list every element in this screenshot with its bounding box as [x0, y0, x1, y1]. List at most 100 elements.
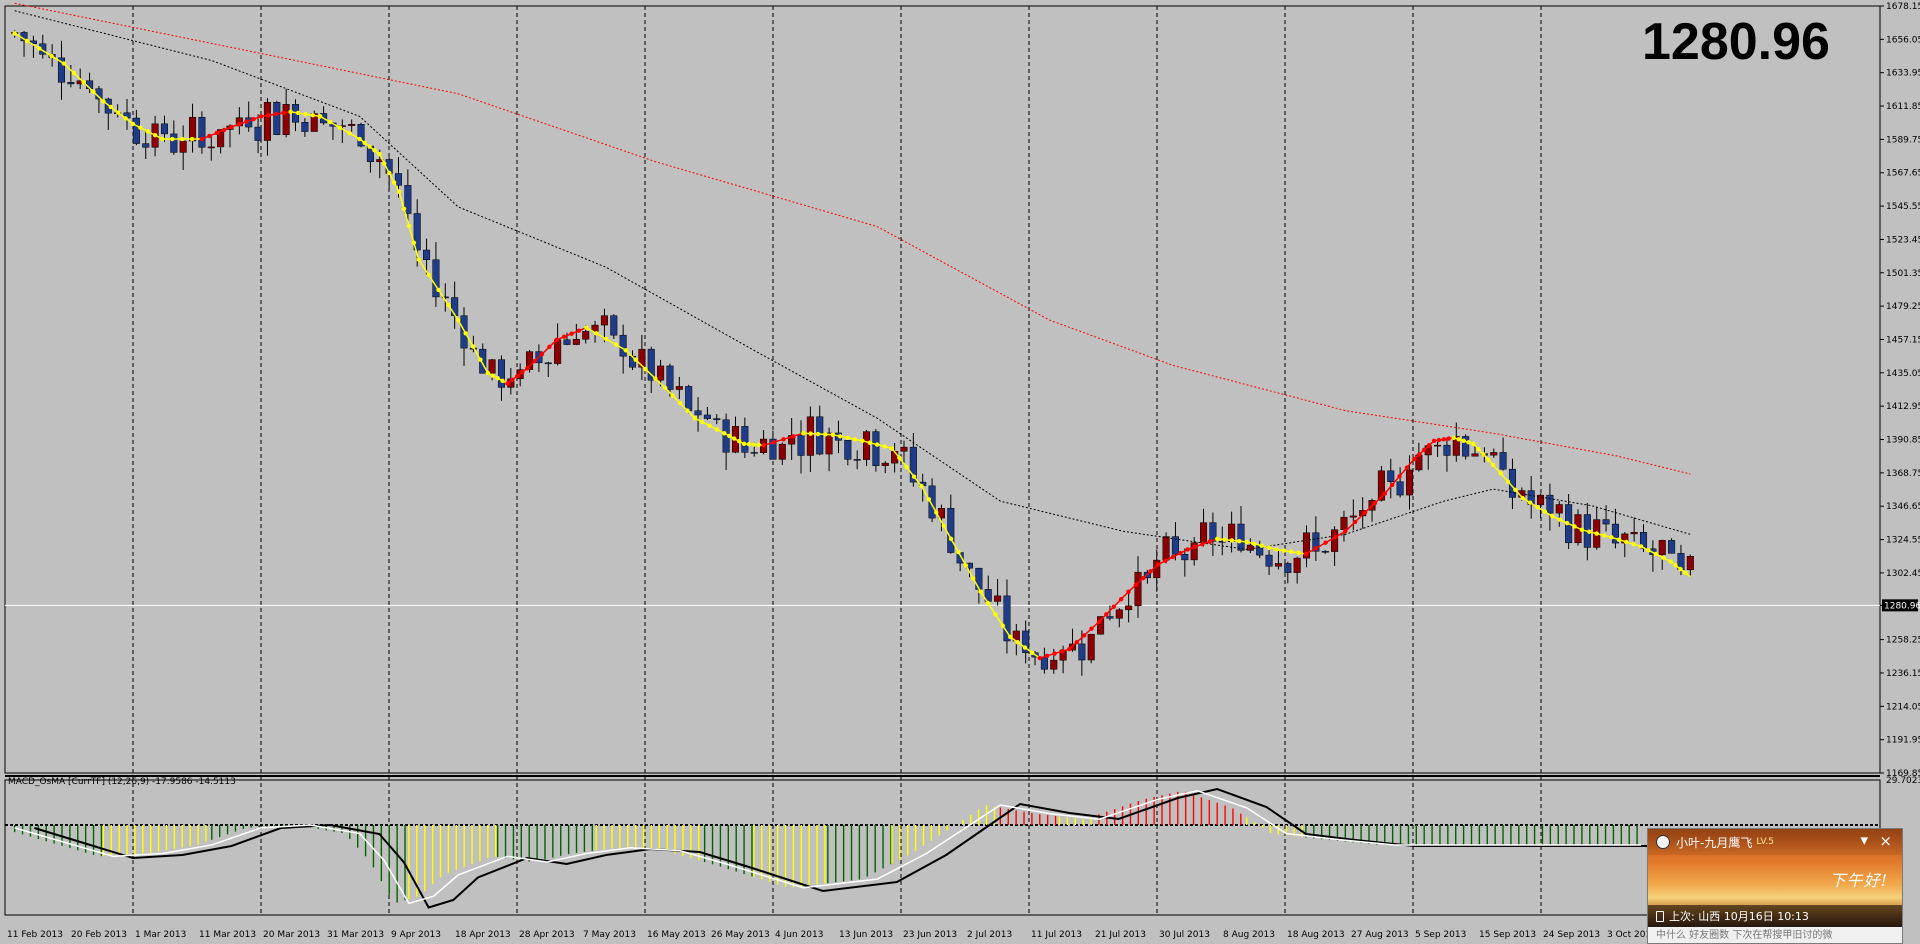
- candle-body: [1546, 494, 1554, 514]
- trend-dot: [71, 70, 77, 76]
- x-tick-label: 7 May 2013: [583, 930, 636, 940]
- candle-body: [563, 339, 571, 345]
- trend-dot: [138, 125, 143, 130]
- candle-body: [610, 315, 618, 336]
- candle-body: [179, 140, 187, 153]
- candle-body: [1237, 523, 1245, 551]
- candle-body: [891, 451, 899, 464]
- y-tick-label: 1589.75: [1886, 135, 1920, 145]
- trend-dot: [1222, 537, 1227, 542]
- x-tick-label: 9 Apr 2013: [391, 930, 441, 940]
- candle-body: [1050, 659, 1058, 670]
- candle-body: [825, 432, 833, 455]
- trend-dot: [1192, 544, 1198, 550]
- trend-dot: [722, 431, 727, 436]
- trend-dot: [123, 116, 128, 121]
- trend-dot: [1343, 529, 1348, 534]
- trend-dot: [1170, 554, 1176, 560]
- candle-body: [1181, 553, 1189, 561]
- candle-body: [666, 365, 674, 390]
- trend-dot: [478, 357, 483, 362]
- trend-dot: [1352, 519, 1358, 525]
- candle-body: [273, 102, 281, 135]
- trend-dot: [781, 437, 786, 442]
- close-icon[interactable]: ×: [1879, 832, 1892, 850]
- candle-body: [1022, 630, 1030, 653]
- trend-dot: [1333, 534, 1338, 540]
- trend-dot: [594, 331, 599, 336]
- trend-dot: [1471, 441, 1476, 447]
- candle-body: [619, 334, 627, 357]
- candle-body: [853, 459, 861, 461]
- trend-dot: [1281, 548, 1286, 553]
- trend-dot: [1008, 634, 1013, 640]
- trend-dot: [926, 497, 932, 502]
- candle-body: [1312, 532, 1320, 552]
- trend-dot: [1638, 544, 1644, 549]
- y-tick-label: 1236.15: [1886, 669, 1920, 679]
- trend-dot: [1362, 510, 1368, 515]
- trend-dot: [1404, 465, 1410, 470]
- candle-body: [544, 362, 552, 365]
- trend-dot: [490, 373, 495, 378]
- candle-body: [554, 339, 562, 364]
- trend-dot: [1251, 541, 1257, 546]
- macd-signal-line: [34, 787, 1661, 909]
- trend-dot: [1668, 559, 1673, 564]
- candle-body: [1396, 481, 1404, 496]
- candle-body: [1630, 532, 1638, 535]
- trend-dot: [180, 136, 185, 142]
- y-tick-label: 1302.45: [1886, 569, 1920, 579]
- candle-body: [713, 418, 721, 421]
- trend-dot: [1461, 438, 1466, 444]
- trend-dot: [1266, 545, 1272, 550]
- trend-dot: [1237, 538, 1242, 544]
- candle-body: [694, 410, 702, 416]
- minimize-icon[interactable]: ▾: [1860, 831, 1868, 849]
- current-price-tag: 1280.96: [1884, 601, 1920, 611]
- candle-body: [1434, 444, 1442, 447]
- candle-body: [170, 133, 178, 153]
- trend-dot: [633, 357, 638, 362]
- trend-dot: [741, 441, 747, 447]
- trend-dot: [663, 385, 668, 391]
- candle-body: [769, 438, 777, 460]
- popup-titlebar[interactable]: 小叶-九月鹰飞 LV.5 ▾ ×: [1648, 829, 1902, 855]
- y-tick-label: 1611.85: [1886, 102, 1920, 112]
- trend-dot: [985, 600, 991, 606]
- trend-dot: [520, 369, 525, 375]
- trend-dot: [244, 119, 249, 124]
- trend-dot: [470, 344, 476, 349]
- x-tick-label: 26 May 2013: [711, 930, 770, 940]
- qq-notification-popup[interactable]: 小叶-九月鹰飞 LV.5 ▾ × 下午好! 上次: 山西 10月16日 10:1…: [1647, 828, 1903, 944]
- candle-body: [778, 443, 786, 460]
- trend-dot: [1550, 514, 1555, 519]
- trend-dot: [1044, 653, 1050, 659]
- trend-dot: [1372, 500, 1378, 506]
- candle-body: [1452, 436, 1460, 456]
- trend-dot: [1037, 655, 1042, 661]
- x-tick-label: 23 Jun 2013: [903, 930, 957, 940]
- trend-dot: [845, 435, 850, 440]
- trend-dot: [1104, 612, 1109, 617]
- candle-body: [441, 296, 449, 299]
- candle-body: [675, 386, 683, 390]
- trend-dot: [761, 443, 766, 448]
- candle-body: [1274, 563, 1282, 567]
- candle-body: [1125, 605, 1133, 611]
- candle-body: [67, 82, 75, 85]
- macd-indicator-label: MACD_OsMA [CurrTF] (12,26,9) -17.9586 -1…: [8, 777, 236, 787]
- x-tick-label: 13 Jun 2013: [839, 930, 893, 940]
- trend-dot: [295, 110, 301, 116]
- trend-dot: [515, 373, 520, 379]
- trend-dot: [391, 180, 397, 185]
- candle-body: [1190, 542, 1198, 561]
- trend-dot: [273, 111, 279, 117]
- trend-dot: [199, 136, 205, 142]
- x-tick-label: 31 Mar 2013: [327, 930, 384, 940]
- candle-body: [1602, 519, 1610, 525]
- trend-dot: [500, 378, 505, 384]
- trend-dot: [1303, 551, 1309, 557]
- candle-body: [741, 426, 749, 453]
